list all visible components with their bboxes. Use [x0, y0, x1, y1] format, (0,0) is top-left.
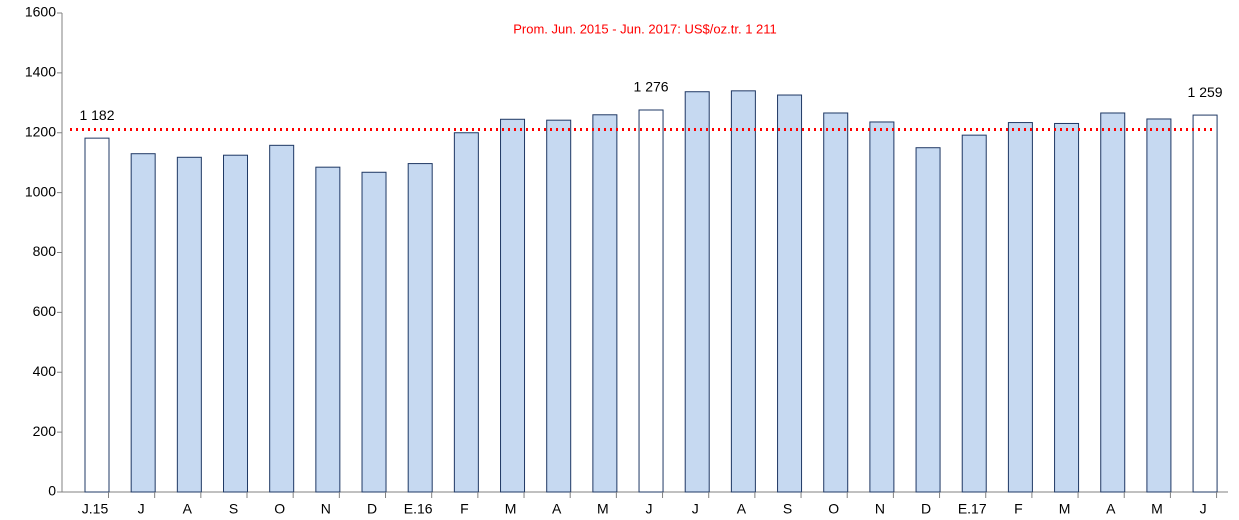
x-tick-label: E.16	[404, 501, 433, 517]
y-tick-label: 800	[33, 243, 57, 259]
x-tick-label: M	[597, 501, 609, 517]
x-tick-label: D	[921, 501, 931, 517]
x-tick-label: F	[460, 501, 469, 517]
x-tick-label: D	[367, 501, 377, 517]
bar	[361, 171, 387, 493]
bar	[1007, 122, 1033, 493]
bar	[407, 163, 433, 493]
x-tick-label: A	[737, 501, 747, 517]
x-tick-label: M	[505, 501, 517, 517]
bar	[869, 121, 895, 493]
bar	[500, 118, 526, 493]
y-tick-label: 1600	[25, 4, 56, 20]
x-tick-label: S	[229, 501, 238, 517]
y-tick-label: 200	[33, 423, 57, 439]
x-tick-label: J	[138, 501, 145, 517]
x-tick-label: M	[1059, 501, 1071, 517]
x-tick-label: N	[321, 501, 331, 517]
y-tick-label: 1400	[25, 64, 56, 80]
x-tick-label: O	[274, 501, 285, 517]
x-tick-label: S	[783, 501, 792, 517]
x-tick-label: N	[875, 501, 885, 517]
x-tick-label: F	[1014, 501, 1023, 517]
x-tick-label: A	[183, 501, 193, 517]
y-tick-label: 600	[33, 303, 57, 319]
bar	[823, 112, 849, 493]
bar	[315, 166, 341, 493]
average-annotation: Prom. Jun. 2015 - Jun. 2017: US$/oz.tr. …	[513, 21, 777, 36]
bar	[915, 147, 941, 493]
bar	[592, 114, 618, 493]
x-tick-label: O	[828, 501, 839, 517]
bar	[453, 132, 479, 493]
bar	[1054, 122, 1080, 493]
bar	[777, 94, 803, 493]
y-tick-label: 400	[33, 363, 57, 379]
x-tick-label: J.15	[82, 501, 109, 517]
value-label: 1 259	[1188, 84, 1223, 100]
bar	[730, 90, 756, 493]
x-tick-label: J	[1200, 501, 1207, 517]
x-tick-label: J	[692, 501, 699, 517]
x-tick-label: A	[1106, 501, 1116, 517]
bar	[1100, 112, 1126, 493]
y-tick-label: 1200	[25, 123, 56, 139]
x-tick-label: M	[1151, 501, 1163, 517]
bar	[684, 91, 710, 493]
bar	[176, 156, 202, 493]
bar	[84, 137, 110, 493]
x-tick-label: A	[552, 501, 562, 517]
bar	[638, 109, 664, 493]
x-tick-label: J	[646, 501, 653, 517]
value-label: 1 182	[79, 107, 114, 123]
bar	[130, 153, 156, 493]
bar	[1146, 118, 1172, 493]
y-tick-label: 0	[48, 483, 56, 499]
bar	[961, 134, 987, 493]
bar	[223, 154, 249, 493]
value-label: 1 276	[634, 79, 669, 95]
bar	[546, 119, 572, 493]
y-tick-label: 1000	[25, 183, 56, 199]
bar	[269, 144, 295, 493]
bar	[1192, 114, 1218, 493]
x-tick-label: E.17	[958, 501, 987, 517]
